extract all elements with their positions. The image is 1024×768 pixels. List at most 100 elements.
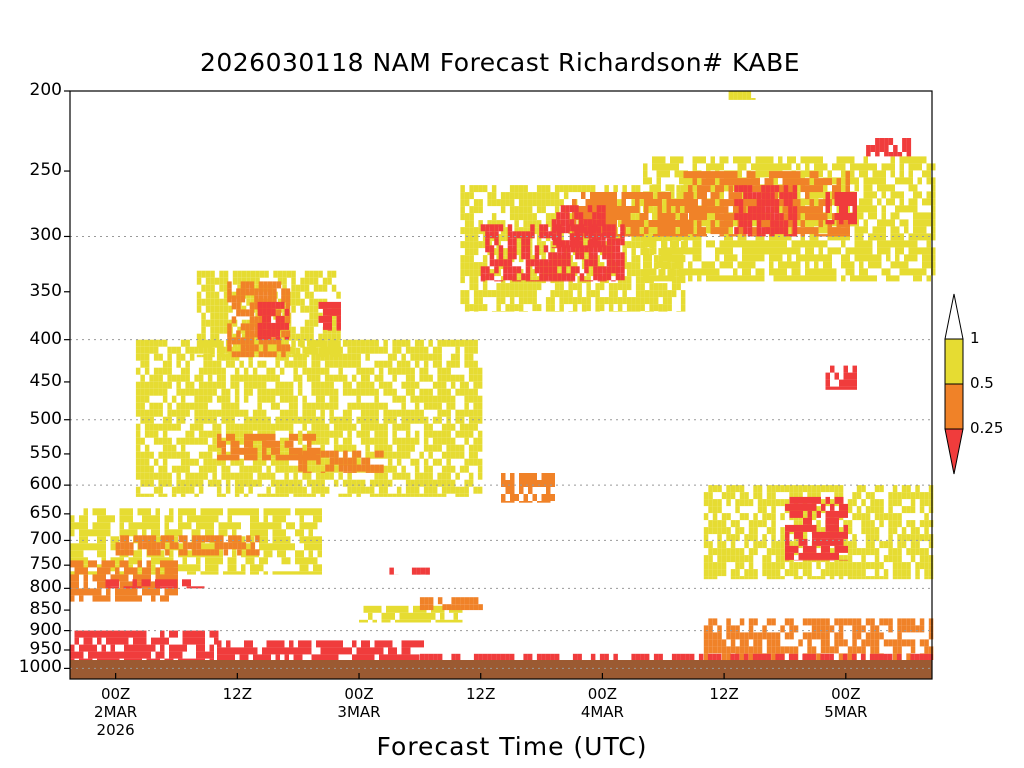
heatmap-cell xyxy=(644,192,649,199)
heatmap-cell xyxy=(477,409,483,417)
heatmap-cell xyxy=(856,569,862,577)
heatmap-cell xyxy=(88,637,93,645)
heatmap-cell xyxy=(216,423,222,431)
heatmap-cell xyxy=(209,564,214,572)
heatmap-cell xyxy=(167,472,172,480)
heatmap-cell xyxy=(793,576,799,580)
heatmap-cell xyxy=(266,440,271,448)
heatmap-cell xyxy=(706,199,711,207)
heatmap-cell xyxy=(464,220,470,228)
heatmap-cell xyxy=(802,562,808,570)
heatmap-cell xyxy=(760,275,765,282)
heatmap-cell xyxy=(329,464,335,472)
heatmap-cell xyxy=(572,220,577,227)
heatmap-cell xyxy=(342,374,348,382)
heatmap-cell xyxy=(928,492,934,500)
heatmap-cell xyxy=(369,388,375,396)
heatmap-cell xyxy=(290,543,295,551)
heatmap-cell xyxy=(325,450,330,458)
heatmap-cell xyxy=(473,486,478,494)
heatmap-cell xyxy=(865,576,871,580)
heatmap-cell xyxy=(757,499,763,507)
heatmap-cell xyxy=(505,290,510,298)
heatmap-cell xyxy=(477,458,483,466)
heatmap-cell xyxy=(922,212,927,220)
heatmap-cell xyxy=(232,564,237,572)
heatmap-cell xyxy=(79,543,84,551)
heatmap-cell xyxy=(279,395,285,403)
heatmap-cell xyxy=(505,199,510,207)
heatmap-cell xyxy=(144,339,150,347)
heatmap-cell xyxy=(834,485,839,493)
heatmap-cell xyxy=(304,571,309,575)
heatmap-cell xyxy=(730,639,736,647)
heatmap-cell xyxy=(279,465,285,473)
heatmap-cell xyxy=(432,360,438,368)
heatmap-cell xyxy=(446,430,451,438)
heatmap-cell xyxy=(739,618,745,626)
heatmap-cell xyxy=(595,304,600,312)
heatmap-cell xyxy=(248,423,253,431)
heatmap-cell xyxy=(778,247,783,255)
heatmap-cell xyxy=(931,254,936,262)
heatmap-cell xyxy=(250,557,255,565)
heatmap-cell xyxy=(378,402,384,410)
heatmap-cell xyxy=(243,493,249,497)
heatmap-cell xyxy=(455,388,460,396)
heatmap-cell xyxy=(232,542,238,550)
heatmap-cell xyxy=(762,569,767,577)
heatmap-cell xyxy=(523,311,528,312)
heatmap-cell xyxy=(827,234,832,237)
heatmap-cell xyxy=(210,549,215,556)
heatmap-cell xyxy=(311,409,316,417)
heatmap-cell xyxy=(667,297,672,305)
heatmap-cell xyxy=(643,247,648,255)
heatmap-cell xyxy=(115,542,121,550)
heatmap-cell xyxy=(897,646,902,654)
heatmap-cell xyxy=(437,458,442,466)
heatmap-cell xyxy=(288,381,294,389)
heatmap-cell xyxy=(630,192,635,199)
heatmap-cell xyxy=(437,395,442,403)
heatmap-cell xyxy=(478,604,483,611)
heatmap-cell xyxy=(219,319,224,327)
heatmap-cell xyxy=(775,646,781,654)
heatmap-cell xyxy=(922,233,927,241)
heatmap-cell xyxy=(532,494,537,501)
heatmap-cell xyxy=(746,268,751,276)
heatmap-cell xyxy=(897,576,902,580)
heatmap-cell xyxy=(527,290,533,298)
heatmap-cell xyxy=(653,304,659,312)
heatmap-cell xyxy=(441,388,447,396)
heatmap-cell xyxy=(306,479,312,487)
heatmap-cell xyxy=(259,543,264,551)
heatmap-cell xyxy=(868,163,873,171)
heatmap-cell xyxy=(888,548,893,556)
heatmap-cell xyxy=(653,283,659,291)
heatmap-cell xyxy=(205,522,210,530)
heatmap-cell xyxy=(450,395,456,403)
heatmap-cell xyxy=(464,304,470,312)
heatmap-cell xyxy=(863,177,868,185)
heatmap-cell xyxy=(165,535,170,543)
heatmap-cell xyxy=(468,353,474,361)
heatmap-cell xyxy=(904,219,909,227)
heatmap-cell xyxy=(250,277,256,285)
heatmap-cell xyxy=(874,569,880,577)
heatmap-cell xyxy=(419,451,424,459)
heatmap-cell xyxy=(153,458,159,466)
heatmap-cell xyxy=(640,241,645,249)
heatmap-cell xyxy=(868,205,873,213)
heatmap-cell xyxy=(926,198,931,206)
heatmap-cell xyxy=(417,605,422,613)
heatmap-cell xyxy=(135,451,141,459)
heatmap-cell xyxy=(178,522,183,530)
heatmap-cell xyxy=(528,480,533,487)
heatmap-cell xyxy=(214,326,220,334)
heatmap-cell xyxy=(203,402,208,410)
heatmap-cell xyxy=(230,440,235,448)
heatmap-cell xyxy=(165,549,170,556)
heatmap-cell xyxy=(198,451,204,459)
heatmap-cell xyxy=(613,311,618,312)
heatmap-cell xyxy=(189,402,195,410)
